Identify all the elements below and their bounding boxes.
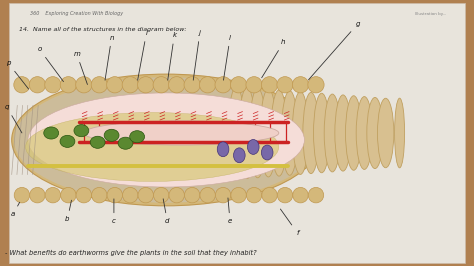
Circle shape (45, 77, 61, 93)
Circle shape (30, 188, 45, 203)
Ellipse shape (228, 86, 245, 180)
Circle shape (91, 77, 108, 93)
Ellipse shape (60, 135, 75, 147)
Text: p: p (6, 60, 28, 89)
Text: b: b (65, 200, 72, 222)
Circle shape (277, 188, 293, 203)
Circle shape (246, 188, 262, 203)
Circle shape (169, 77, 185, 93)
Text: e: e (228, 198, 232, 224)
Circle shape (14, 77, 30, 93)
Ellipse shape (313, 93, 330, 173)
Ellipse shape (118, 137, 133, 149)
Circle shape (122, 77, 138, 93)
Ellipse shape (261, 145, 273, 160)
Ellipse shape (377, 98, 394, 168)
Text: - What benefits do earthworms give the plants in the soil that they inhabit?: - What benefits do earthworms give the p… (5, 250, 256, 256)
Text: i: i (137, 30, 147, 80)
Circle shape (76, 77, 92, 93)
Text: n: n (105, 35, 114, 80)
Ellipse shape (217, 142, 229, 157)
Ellipse shape (26, 113, 279, 181)
Ellipse shape (12, 74, 320, 206)
Text: g: g (309, 21, 360, 80)
Circle shape (138, 188, 154, 203)
Circle shape (184, 188, 200, 203)
Ellipse shape (324, 94, 340, 172)
Ellipse shape (303, 92, 319, 174)
Ellipse shape (250, 88, 266, 178)
Text: o: o (37, 46, 64, 82)
Text: k: k (168, 32, 176, 80)
Ellipse shape (260, 89, 276, 177)
Circle shape (184, 77, 201, 93)
Text: 360    Exploring Creation With Biology: 360 Exploring Creation With Biology (30, 11, 123, 15)
Ellipse shape (28, 93, 304, 187)
Ellipse shape (234, 148, 245, 163)
Circle shape (76, 188, 91, 203)
Circle shape (169, 188, 184, 203)
Text: f: f (281, 209, 299, 236)
Circle shape (215, 188, 231, 203)
Circle shape (277, 77, 293, 93)
Circle shape (123, 188, 138, 203)
Circle shape (231, 188, 246, 203)
Circle shape (60, 77, 76, 93)
Circle shape (137, 77, 154, 93)
Circle shape (14, 188, 30, 203)
Circle shape (61, 188, 76, 203)
Ellipse shape (130, 131, 145, 143)
Circle shape (91, 188, 107, 203)
Circle shape (308, 77, 324, 93)
Circle shape (308, 188, 324, 203)
Text: a: a (11, 202, 19, 217)
Circle shape (262, 77, 278, 93)
Circle shape (230, 77, 247, 93)
Circle shape (200, 188, 215, 203)
Ellipse shape (90, 136, 105, 148)
Text: l: l (223, 35, 231, 80)
Text: c: c (112, 199, 116, 224)
Ellipse shape (292, 92, 309, 174)
Ellipse shape (247, 139, 259, 154)
Ellipse shape (14, 77, 319, 203)
Text: m: m (73, 51, 87, 85)
Circle shape (154, 188, 169, 203)
Text: q: q (5, 105, 22, 133)
Ellipse shape (335, 95, 351, 171)
Ellipse shape (356, 97, 373, 169)
Circle shape (262, 188, 277, 203)
Ellipse shape (104, 129, 119, 141)
Circle shape (107, 77, 123, 93)
Circle shape (292, 77, 309, 93)
Ellipse shape (346, 96, 362, 170)
Ellipse shape (44, 127, 59, 139)
Text: d: d (163, 199, 170, 224)
Ellipse shape (271, 90, 287, 176)
Circle shape (200, 77, 216, 93)
Ellipse shape (282, 91, 298, 175)
Text: j: j (193, 30, 201, 80)
Circle shape (246, 77, 262, 93)
Ellipse shape (394, 98, 405, 168)
Circle shape (45, 188, 61, 203)
Text: Illustration by...: Illustration by... (415, 11, 446, 15)
Ellipse shape (84, 121, 279, 145)
Circle shape (293, 188, 308, 203)
Circle shape (29, 77, 46, 93)
Ellipse shape (239, 88, 255, 178)
Circle shape (215, 77, 231, 93)
Text: h: h (262, 39, 286, 78)
Circle shape (107, 188, 122, 203)
Ellipse shape (74, 125, 89, 137)
Ellipse shape (367, 97, 383, 169)
Text: 14.  Name all of the structures in the diagram below:: 14. Name all of the structures in the di… (18, 27, 186, 32)
Circle shape (153, 77, 169, 93)
